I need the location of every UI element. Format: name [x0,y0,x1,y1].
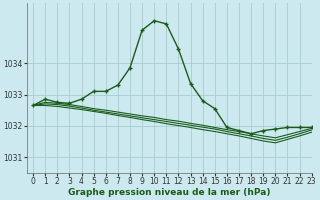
X-axis label: Graphe pression niveau de la mer (hPa): Graphe pression niveau de la mer (hPa) [68,188,271,197]
